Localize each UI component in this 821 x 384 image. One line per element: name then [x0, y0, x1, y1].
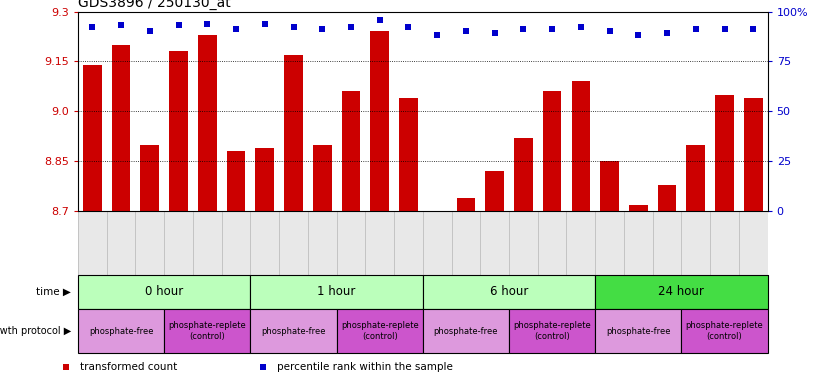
Bar [543, 91, 562, 211]
Point [517, 26, 530, 33]
Point [402, 25, 415, 31]
Point [460, 28, 473, 35]
Bar [337, 309, 423, 353]
Text: percentile rank within the sample: percentile rank within the sample [277, 362, 453, 372]
Point [86, 25, 99, 31]
Point [690, 26, 703, 33]
Point [545, 26, 558, 33]
Point [718, 26, 732, 33]
Bar [571, 81, 590, 211]
Text: phosphate-replete
(control): phosphate-replete (control) [341, 321, 419, 341]
Bar [456, 198, 475, 211]
Text: phosphate-free: phosphate-free [89, 327, 154, 336]
Point [373, 17, 387, 23]
Point [431, 32, 444, 38]
Bar [250, 309, 337, 353]
Bar [595, 275, 768, 309]
Bar [313, 145, 332, 211]
Point [144, 28, 157, 35]
Bar [169, 51, 188, 211]
Point [201, 20, 214, 26]
Bar [83, 65, 102, 211]
Point [172, 22, 186, 28]
Bar [284, 55, 303, 211]
Bar [198, 35, 217, 211]
Bar [255, 148, 274, 211]
Point [661, 30, 674, 36]
Point [316, 26, 329, 33]
Bar [112, 45, 131, 211]
Text: 6 hour: 6 hour [490, 285, 528, 298]
Text: phosphate-free: phosphate-free [261, 327, 326, 336]
Bar [595, 309, 681, 353]
Bar [399, 98, 418, 211]
Text: phosphate-replete
(control): phosphate-replete (control) [168, 321, 246, 341]
Point [747, 26, 760, 33]
Point [603, 28, 616, 35]
Bar [250, 275, 423, 309]
Text: 24 hour: 24 hour [658, 285, 704, 298]
Point [575, 25, 588, 31]
Text: phosphate-free: phosphate-free [606, 327, 671, 336]
Bar [485, 171, 504, 211]
Point [230, 26, 243, 33]
Bar [370, 31, 389, 211]
Text: time ▶: time ▶ [36, 287, 71, 297]
Text: phosphate-replete
(control): phosphate-replete (control) [686, 321, 764, 341]
Bar [164, 309, 250, 353]
Bar [514, 138, 533, 211]
Point [115, 22, 128, 28]
Bar [78, 309, 164, 353]
Bar [140, 145, 159, 211]
Text: 0 hour: 0 hour [145, 285, 183, 298]
Point [287, 25, 300, 31]
Bar [509, 309, 595, 353]
Text: GDS3896 / 250130_at: GDS3896 / 250130_at [78, 0, 231, 10]
Text: phosphate-replete
(control): phosphate-replete (control) [513, 321, 591, 341]
Point [258, 20, 271, 26]
Point [632, 32, 645, 38]
Bar [715, 95, 734, 211]
Bar [227, 151, 245, 211]
Bar [658, 185, 677, 211]
Text: transformed count: transformed count [80, 362, 177, 372]
Bar [78, 275, 250, 309]
Text: growth protocol ▶: growth protocol ▶ [0, 326, 71, 336]
Text: 1 hour: 1 hour [318, 285, 355, 298]
Bar [342, 91, 360, 211]
Bar [744, 98, 763, 211]
Bar [423, 309, 509, 353]
Bar [681, 309, 768, 353]
Point [345, 25, 358, 31]
Bar [600, 161, 619, 211]
Text: phosphate-free: phosphate-free [433, 327, 498, 336]
Bar [686, 145, 705, 211]
Bar [629, 205, 648, 211]
Point [488, 30, 501, 36]
Bar [423, 275, 595, 309]
